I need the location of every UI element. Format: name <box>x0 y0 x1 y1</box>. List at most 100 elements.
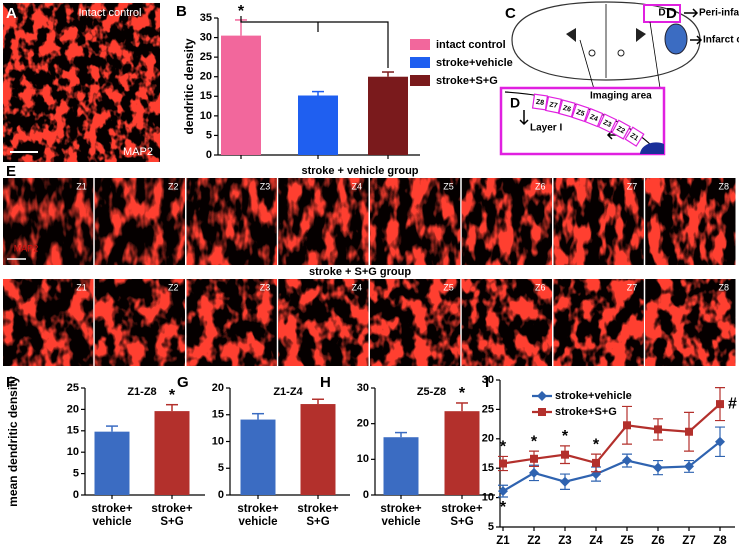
micrograph-texture <box>94 279 185 366</box>
panel-letter: H <box>320 374 331 391</box>
zone-box: Z6 <box>558 99 576 118</box>
x-tick-label: stroke+ vehicle <box>380 503 422 528</box>
image-title: Intact control <box>79 7 142 19</box>
bar <box>300 404 336 495</box>
zone-rect <box>545 95 562 114</box>
micrograph-texture <box>370 178 461 265</box>
tile-label: Z7 <box>627 181 638 191</box>
y-tick-label: 5 <box>218 462 224 474</box>
y-tick-label: 10 <box>200 110 212 122</box>
micrograph-texture <box>645 178 736 265</box>
row-title: stroke + vehicle group <box>301 165 418 177</box>
micrograph-texture <box>186 178 277 265</box>
bar <box>240 419 276 495</box>
zone-rect <box>571 103 590 123</box>
y-tick-label: 15 <box>67 425 79 437</box>
y-tick-label: 10 <box>357 453 369 465</box>
significance-mark: * <box>562 428 569 445</box>
y-tick-label: 0 <box>73 489 79 501</box>
tile-label: Z1 <box>76 181 87 191</box>
significance-bracket <box>240 15 389 69</box>
y-tick-label: 25 <box>482 403 494 415</box>
y-tick-label: 25 <box>67 382 79 394</box>
panel-letter: D <box>666 5 677 22</box>
point <box>654 425 662 434</box>
zone-rect <box>584 107 604 128</box>
zone-box: Z8 <box>531 93 549 111</box>
point <box>622 455 632 466</box>
y-tick-label: 15 <box>212 409 224 421</box>
tile-label: Z2 <box>168 181 179 191</box>
micrograph-texture <box>553 178 644 265</box>
tile-label: Z5 <box>443 282 454 292</box>
x-tick-label: stroke+ S+G <box>151 503 193 528</box>
panel-letter: C <box>505 5 516 22</box>
point <box>530 454 538 463</box>
zone-rect <box>624 126 645 147</box>
zone-box: Z7 <box>545 95 562 114</box>
micrograph-texture <box>370 279 461 366</box>
panel-letter: I <box>485 374 489 391</box>
tile-label: Z3 <box>260 282 271 292</box>
y-tick-label: 0 <box>363 489 369 501</box>
significance-mark: * <box>500 439 507 456</box>
x-tick-label: Z8 <box>713 535 727 547</box>
tile-label: Z5 <box>443 181 454 191</box>
tile-label: Z4 <box>351 282 362 292</box>
y-tick-label: 20 <box>67 403 79 415</box>
y-tick-label: 30 <box>357 382 369 394</box>
chart-title: Z1-Z8 <box>127 386 156 398</box>
point <box>715 436 725 447</box>
zone-rect <box>611 119 631 140</box>
chart-title: Z5-Z8 <box>417 386 446 398</box>
stain-label: MAP2 <box>14 243 39 253</box>
zone-label: Z2 <box>615 125 626 135</box>
panel-letter: D <box>510 95 520 111</box>
y-tick-label: 5 <box>206 129 212 141</box>
y-tick-label: 0 <box>206 149 212 161</box>
y-tick-label: 10 <box>212 435 224 447</box>
bar <box>383 437 419 495</box>
diagram-label: Imaging area <box>590 91 652 102</box>
y-tick-label: 0 <box>218 489 224 501</box>
tile-label: Z6 <box>535 181 546 191</box>
tile-label: Z8 <box>718 181 729 191</box>
micrograph-texture <box>3 178 94 265</box>
y-tick-label: 15 <box>200 90 212 102</box>
y-axis-label: mean dendritic density <box>6 376 20 507</box>
zone-box: Z1 <box>624 126 645 147</box>
x-tick-label: Z3 <box>558 535 571 547</box>
y-axis-label: dendritic density <box>182 38 196 134</box>
tile-label: Z3 <box>260 181 271 191</box>
point <box>561 450 569 459</box>
y-tick-label: 20 <box>482 433 494 445</box>
micrograph-texture <box>3 3 160 162</box>
y-tick-label: 10 <box>482 492 494 504</box>
significance-mark: * <box>500 499 507 516</box>
chart-title: Z1-Z4 <box>273 386 303 398</box>
legend-swatch <box>410 75 430 86</box>
bar <box>154 411 190 495</box>
series-line <box>502 403 721 465</box>
panel-letter: G <box>177 374 189 391</box>
bar <box>444 411 480 495</box>
tile-label: Z4 <box>351 181 362 191</box>
row-title: stroke + S+G group <box>309 266 411 278</box>
zone-rect <box>597 113 618 134</box>
micrograph-texture <box>3 279 94 366</box>
zone-label: Z6 <box>562 105 572 114</box>
point <box>499 459 507 468</box>
stain-label: MAP2 <box>123 146 153 158</box>
legend-label: stroke+S+G <box>555 406 617 418</box>
legend-label: stroke+S+G <box>436 75 498 87</box>
significance-mark: * <box>238 3 245 20</box>
zone-label: Z4 <box>589 114 599 124</box>
x-tick-label: Z2 <box>527 535 540 547</box>
legend-label: intact control <box>436 39 506 51</box>
point <box>498 486 508 497</box>
panel-letter: B <box>176 3 187 20</box>
micrograph-texture <box>94 178 185 265</box>
legend-marker <box>537 391 547 401</box>
point <box>623 421 631 430</box>
